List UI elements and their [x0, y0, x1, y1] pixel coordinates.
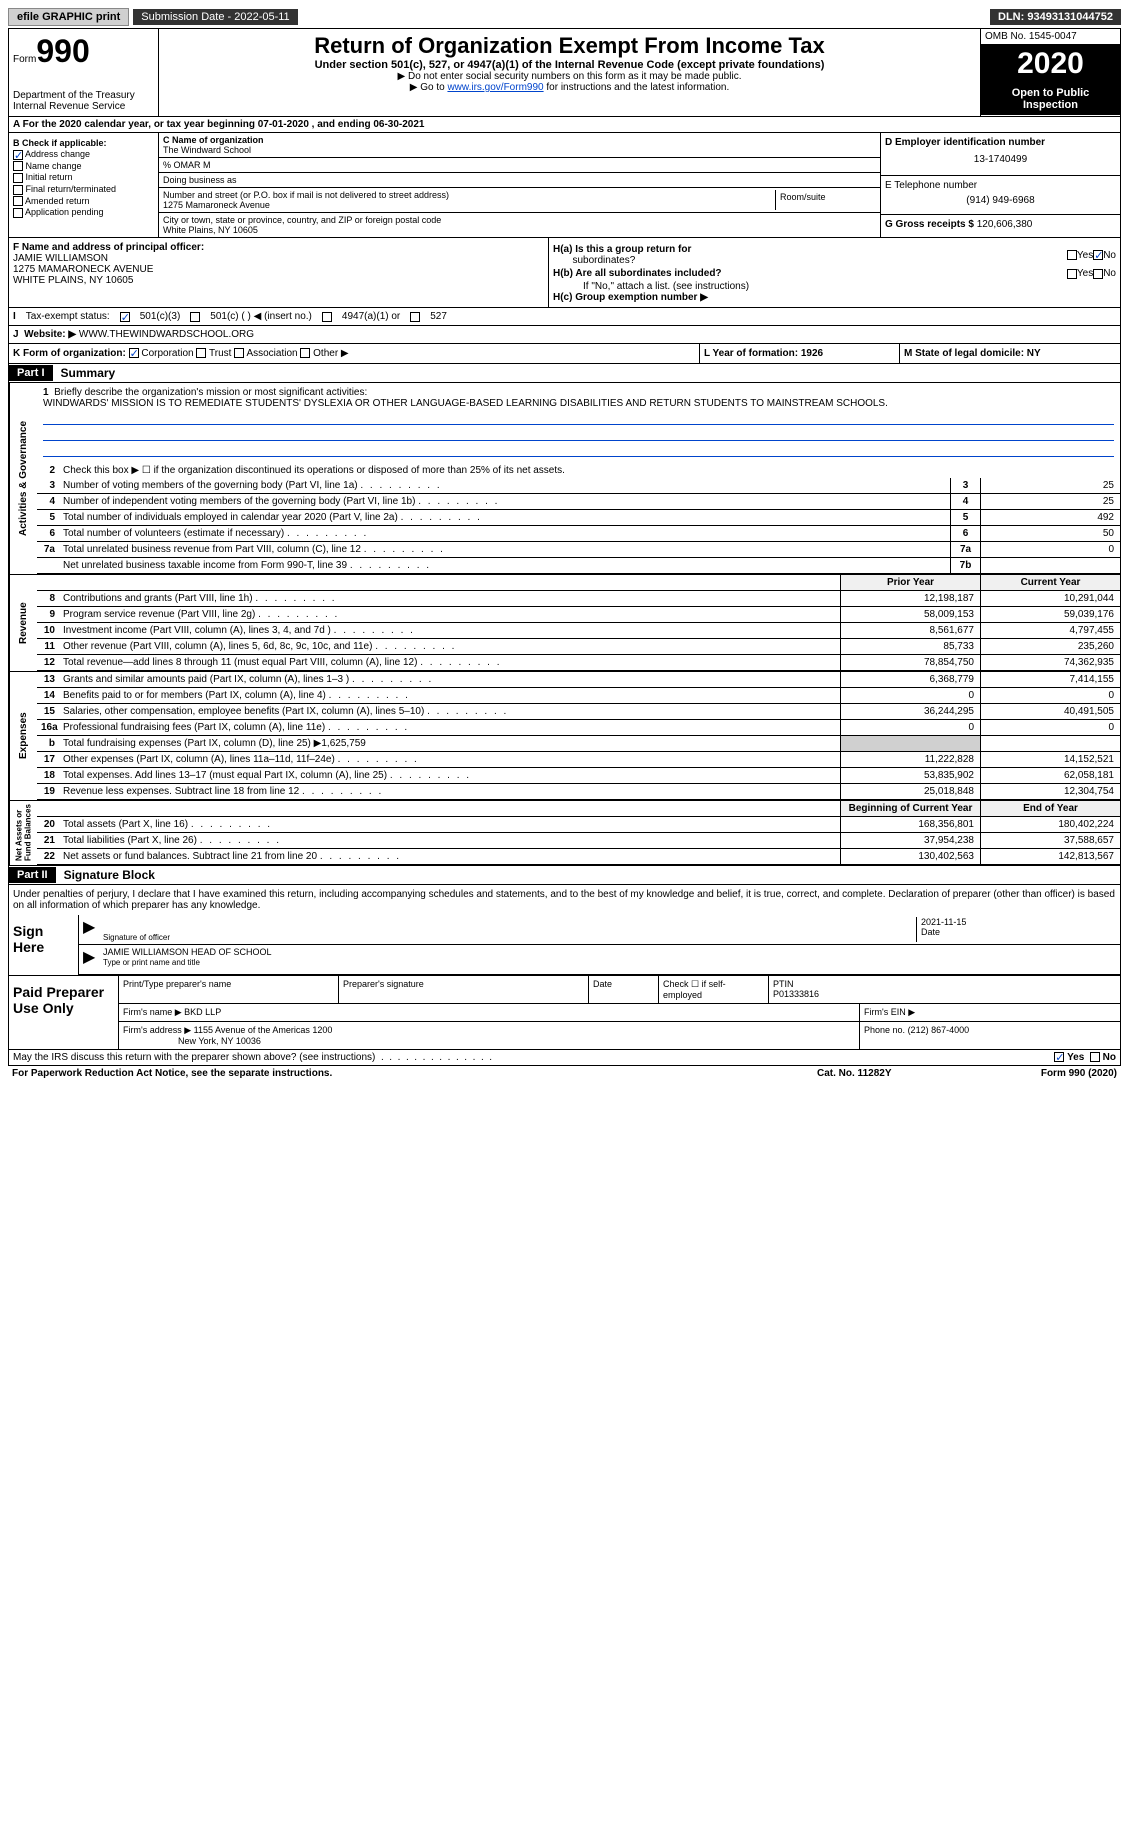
b-checkbox[interactable] [13, 150, 23, 160]
section-k: K Form of organization: Corporation Trus… [8, 344, 1121, 364]
b-check-item: Application pending [13, 207, 154, 218]
summary-line: Net unrelated business taxable income fr… [37, 558, 1120, 574]
col-b: B Check if applicable: Address change Na… [9, 133, 159, 237]
discuss-yes-check[interactable] [1054, 1052, 1064, 1062]
summary-line: 13Grants and similar amounts paid (Part … [37, 672, 1120, 688]
summary-line: 3Number of voting members of the governi… [37, 478, 1120, 494]
revenue-section: Revenue Prior YearCurrent Year 8Contribu… [8, 575, 1121, 672]
vtab-expenses: Expenses [9, 672, 37, 800]
firm-addr: 1155 Avenue of the Americas 1200 [194, 1025, 333, 1035]
summary-line: bTotal fundraising expenses (Part IX, co… [37, 736, 1120, 752]
preparer-section: Paid Preparer Use Only Print/Type prepar… [8, 976, 1121, 1050]
irs-link[interactable]: www.irs.gov/Form990 [447, 82, 543, 93]
summary-line: 22Net assets or fund balances. Subtract … [37, 849, 1120, 865]
sig-date: 2021-11-15 [921, 917, 966, 927]
ha-yes-check[interactable] [1067, 250, 1077, 260]
summary-line: 5Total number of individuals employed in… [37, 510, 1120, 526]
b-checkbox[interactable] [13, 161, 23, 171]
goto-note: ▶ Go to www.irs.gov/Form990 for instruct… [169, 82, 970, 93]
summary-line: 12Total revenue—add lines 8 through 11 (… [37, 655, 1120, 671]
officer-name: JAMIE WILLIAMSON [13, 253, 108, 264]
col-c: C Name of organizationThe Windward Schoo… [159, 133, 880, 237]
signature-section: Under penalties of perjury, I declare th… [8, 885, 1121, 976]
perjury-declaration: Under penalties of perjury, I declare th… [9, 885, 1120, 915]
hb-yes-check[interactable] [1067, 269, 1077, 279]
summary-line: 17Other expenses (Part IX, column (A), l… [37, 752, 1120, 768]
section-b-row: B Check if applicable: Address change Na… [8, 133, 1121, 238]
summary-line: 15Salaries, other compensation, employee… [37, 704, 1120, 720]
ha-no-check[interactable] [1093, 250, 1103, 260]
omb-number: OMB No. 1545-0047 [981, 29, 1120, 45]
row-a: A For the 2020 calendar year, or tax yea… [8, 117, 1121, 133]
efile-button[interactable]: efile GRAPHIC print [8, 8, 129, 26]
ptin: P01333816 [773, 989, 819, 999]
part2-header: Part II Signature Block [8, 866, 1121, 885]
dln: DLN: 93493131044752 [990, 9, 1121, 25]
vtab-netassets: Net Assets or Fund Balances [9, 801, 37, 865]
mission-text: WINDWARDS' MISSION IS TO REMEDIATE STUDE… [43, 398, 888, 409]
form-word: Form [13, 54, 36, 65]
form-subtitle: Under section 501(c), 527, or 4947(a)(1)… [169, 59, 970, 71]
vtab-revenue: Revenue [9, 575, 37, 671]
b-check-item: Amended return [13, 196, 154, 207]
col-d: D Employer identification number13-17404… [880, 133, 1120, 237]
sig-arrow-icon: ▶ [83, 947, 103, 972]
telephone: (914) 949-6968 [885, 191, 1116, 210]
expenses-section: Expenses 13Grants and similar amounts pa… [8, 672, 1121, 801]
hb-no-check[interactable] [1093, 269, 1103, 279]
summary-line: 14Benefits paid to or for members (Part … [37, 688, 1120, 704]
b-check-item: Final return/terminated [13, 184, 154, 195]
summary-line: 9Program service revenue (Part VIII, lin… [37, 607, 1120, 623]
netassets-section: Net Assets or Fund Balances Beginning of… [8, 801, 1121, 866]
form-header: Form990 Department of the Treasury Inter… [8, 28, 1121, 117]
tax-year: 2020 [981, 45, 1120, 83]
discuss-row: May the IRS discuss this return with the… [8, 1050, 1121, 1066]
form-number: 990 [36, 33, 89, 69]
summary-line: 7aTotal unrelated business revenue from … [37, 542, 1120, 558]
open-inspection: Open to Public Inspection [981, 83, 1120, 115]
gross-receipts: 120,606,380 [977, 219, 1033, 230]
summary-line: 10Investment income (Part VIII, column (… [37, 623, 1120, 639]
dept-label: Department of the Treasury Internal Reve… [13, 90, 154, 112]
summary-line: 6Total number of volunteers (estimate if… [37, 526, 1120, 542]
b-check-item: Name change [13, 161, 154, 172]
discuss-no-check[interactable] [1090, 1052, 1100, 1062]
summary-line: 19Revenue less expenses. Subtract line 1… [37, 784, 1120, 800]
section-i: I Tax-exempt status: 501(c)(3) 501(c) ( … [8, 308, 1121, 326]
city-state-zip: White Plains, NY 10605 [163, 225, 258, 235]
b-checkbox[interactable] [13, 185, 23, 195]
care-of: % OMAR M [159, 158, 880, 173]
part1-header: Part I Summary [8, 364, 1121, 383]
vtab-governance: Activities & Governance [9, 383, 37, 574]
governance-section: Activities & Governance 1 Briefly descri… [8, 383, 1121, 575]
b-check-item: Address change [13, 149, 154, 160]
b-checkbox[interactable] [13, 208, 23, 218]
b-check-item: Initial return [13, 172, 154, 183]
submission-date: Submission Date - 2022-05-11 [133, 9, 297, 25]
501c3-check[interactable] [120, 312, 130, 322]
summary-line: 8Contributions and grants (Part VIII, li… [37, 591, 1120, 607]
org-name: The Windward School [163, 145, 251, 155]
section-j: J Website: ▶ WWW.THEWINDWARDSCHOOL.ORG [8, 326, 1121, 344]
b-checkbox[interactable] [13, 173, 23, 183]
b-checkbox[interactable] [13, 196, 23, 206]
summary-line: 18Total expenses. Add lines 13–17 (must … [37, 768, 1120, 784]
street-address: 1275 Mamaroneck Avenue [163, 200, 270, 210]
summary-line: 11Other revenue (Part VIII, column (A), … [37, 639, 1120, 655]
website: WWW.THEWINDWARDSCHOOL.ORG [79, 329, 254, 340]
form-title: Return of Organization Exempt From Incom… [169, 33, 970, 59]
firm-name: BKD LLP [184, 1007, 221, 1017]
summary-line: 20Total assets (Part X, line 16) 168,356… [37, 817, 1120, 833]
summary-line: 16aProfessional fundraising fees (Part I… [37, 720, 1120, 736]
officer-sig-name: JAMIE WILLIAMSON HEAD OF SCHOOL [103, 947, 272, 957]
bottom-line: For Paperwork Reduction Act Notice, see … [8, 1066, 1121, 1081]
ein: 13-1740499 [885, 148, 1116, 171]
summary-line: 4Number of independent voting members of… [37, 494, 1120, 510]
section-fh: F Name and address of principal officer:… [8, 238, 1121, 308]
ssn-note: ▶ Do not enter social security numbers o… [169, 71, 970, 82]
firm-phone: (212) 867-4000 [908, 1025, 970, 1035]
summary-line: 21Total liabilities (Part X, line 26) 37… [37, 833, 1120, 849]
sig-arrow-icon: ▶ [83, 917, 103, 942]
top-bar: efile GRAPHIC print Submission Date - 20… [8, 8, 1121, 26]
